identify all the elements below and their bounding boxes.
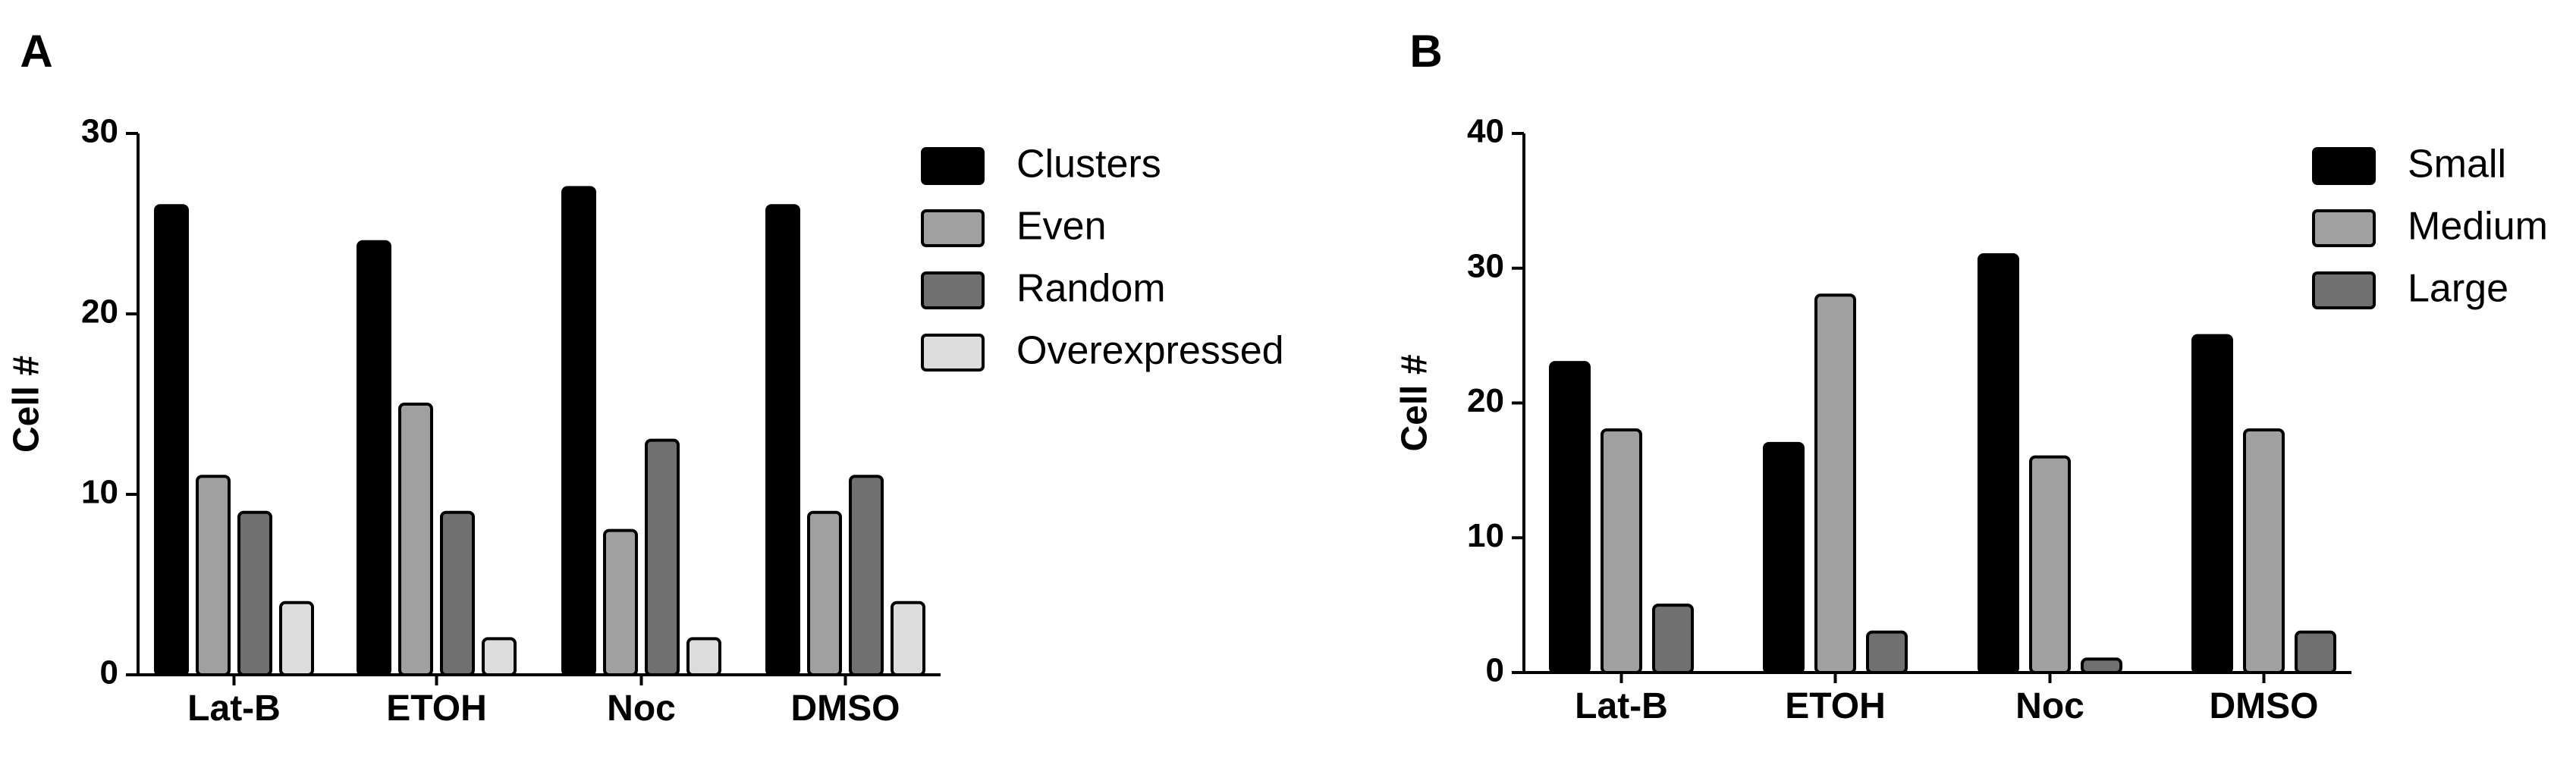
y-tick-label: 30: [1467, 247, 1504, 284]
bar-medium-noc: [2029, 455, 2071, 674]
bar-overexpressed-dmso: [891, 601, 925, 676]
legend-swatch-medium: [2312, 209, 2376, 247]
legend-swatch-large: [2312, 271, 2376, 309]
bar-even-etoh: [398, 403, 433, 676]
y-tick-label: 0: [100, 654, 118, 691]
bar-medium-etoh: [1814, 293, 1856, 674]
y-tick-label: 20: [1467, 382, 1504, 419]
bar-large-noc: [2081, 657, 2122, 674]
legend-label-large: Large: [2408, 267, 2508, 311]
x-tick-label-lat-b: Lat-B: [1575, 686, 1668, 726]
bar-random-noc: [645, 438, 680, 676]
legend-swatch-clusters: [921, 147, 985, 185]
legend-label-random: Random: [1016, 267, 1166, 311]
x-tick-label-noc: Noc: [2015, 686, 2084, 726]
legend-label-even: Even: [1016, 205, 1107, 249]
legend-swatch-even: [921, 209, 985, 247]
bar-large-etoh: [1866, 630, 1908, 674]
bar-large-lat-b: [1652, 604, 1694, 674]
bar-random-etoh: [440, 510, 475, 676]
bar-even-lat-b: [196, 475, 231, 676]
y-axis-title: Cell #: [7, 356, 47, 453]
legend-swatch-overexpressed: [921, 334, 985, 372]
legend-label-small: Small: [2408, 143, 2506, 187]
y-tick-label: 10: [1467, 517, 1504, 554]
legend-label-medium: Medium: [2408, 205, 2548, 249]
legend-label-clusters: Clusters: [1016, 143, 1161, 187]
y-tick-label: 20: [81, 293, 118, 331]
bar-small-dmso: [2191, 334, 2233, 674]
bar-overexpressed-lat-b: [279, 601, 314, 676]
y-tick-label: 40: [1467, 113, 1504, 150]
bar-small-noc: [1978, 252, 2019, 675]
y-axis-title: Cell #: [1395, 354, 1435, 451]
bar-clusters-noc: [561, 186, 596, 676]
bar-overexpressed-noc: [686, 637, 721, 677]
panel-label-a: A: [20, 26, 52, 77]
bar-clusters-etoh: [357, 240, 391, 676]
legend-swatch-random: [921, 271, 985, 309]
bar-small-etoh: [1763, 441, 1805, 674]
bar-medium-dmso: [2243, 428, 2285, 674]
bar-overexpressed-etoh: [482, 637, 517, 677]
y-tick-label: 10: [81, 474, 118, 511]
bar-even-noc: [603, 528, 638, 676]
x-tick-label-noc: Noc: [607, 688, 676, 729]
bar-random-lat-b: [237, 510, 272, 676]
bar-random-dmso: [849, 475, 884, 676]
x-tick-label-dmso: DMSO: [2210, 686, 2319, 726]
bar-clusters-dmso: [765, 204, 800, 676]
chart-panel-a: A Cell # 0 10 20 30 Lat-B ETOH Noc DMSO Clusters Ev…: [7, 26, 1284, 729]
bar-large-dmso: [2295, 630, 2336, 674]
bar-medium-lat-b: [1601, 428, 1642, 674]
bar-even-dmso: [807, 510, 842, 676]
x-tick-label-lat-b: Lat-B: [187, 688, 281, 729]
legend-swatch-small: [2312, 147, 2376, 185]
y-tick-label: 30: [81, 113, 118, 150]
x-tick-label-dmso: DMSO: [791, 688, 900, 729]
x-tick-label-etoh: ETOH: [1785, 686, 1885, 726]
legend-label-overexpressed: Overexpressed: [1016, 329, 1284, 373]
panel-label-b: B: [1409, 26, 1442, 77]
chart-panel-b: B Cell # 0 10 20 30 40 Lat-B ETOH Noc DMSO Small Med…: [1395, 26, 2548, 726]
y-tick-label: 0: [1486, 652, 1504, 689]
x-tick-label-etoh: ETOH: [386, 688, 486, 729]
bar-clusters-lat-b: [154, 204, 189, 676]
bar-small-lat-b: [1549, 361, 1591, 674]
